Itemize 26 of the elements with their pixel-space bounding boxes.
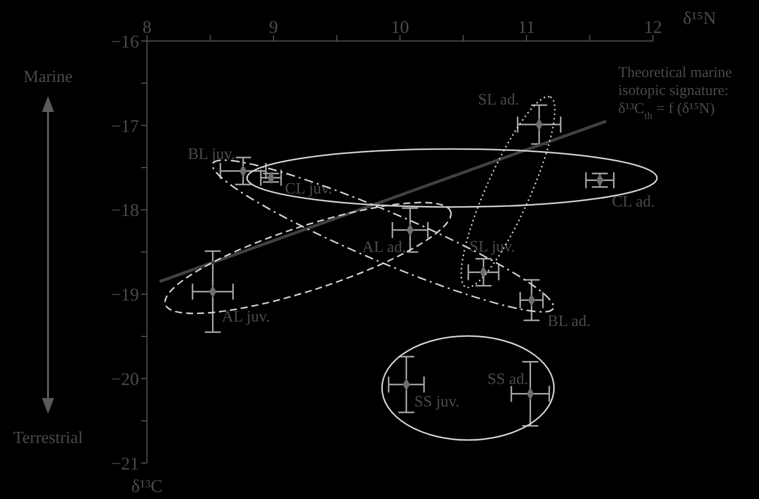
series-label: Theoretical marine isotopic signature: δ¹³C$_{th}$ = f (δ¹⁵N) — [618, 65, 732, 122]
series-label: CL ad. — [612, 193, 655, 210]
series-label: SS juv. — [414, 394, 460, 411]
x-tick-label: 12 — [644, 17, 662, 37]
x-tick-label: 11 — [518, 17, 536, 37]
series-label: BL juv. — [188, 146, 236, 163]
y-tick-label: −17 — [110, 116, 139, 136]
text: Terrestrial — [13, 428, 84, 447]
series-label: AL juv. — [222, 308, 270, 326]
y-tick-label: −18 — [110, 200, 139, 220]
y-tick-label: −20 — [110, 368, 139, 389]
y-tick-label: −19 — [110, 284, 139, 305]
x-tick-label: 10 — [391, 17, 409, 37]
series-label: SL ad. — [478, 92, 520, 109]
series-label: AL ad. — [362, 239, 406, 256]
x-axis-title: δ¹⁵N — [683, 8, 716, 28]
y-tick-label: −16 — [110, 31, 139, 52]
x-tick-label: 8 — [142, 17, 152, 37]
y-tick-label: −21 — [110, 453, 139, 474]
y-axis-title: δ¹³C — [131, 476, 163, 496]
series-label: CL juv. — [284, 180, 332, 198]
text: Marine — [23, 67, 73, 86]
series-label: SL juv. — [469, 238, 515, 256]
series-label: BL ad. — [548, 313, 591, 330]
x-tick-label: 9 — [269, 17, 278, 37]
series-label: SS ad. — [487, 370, 528, 388]
